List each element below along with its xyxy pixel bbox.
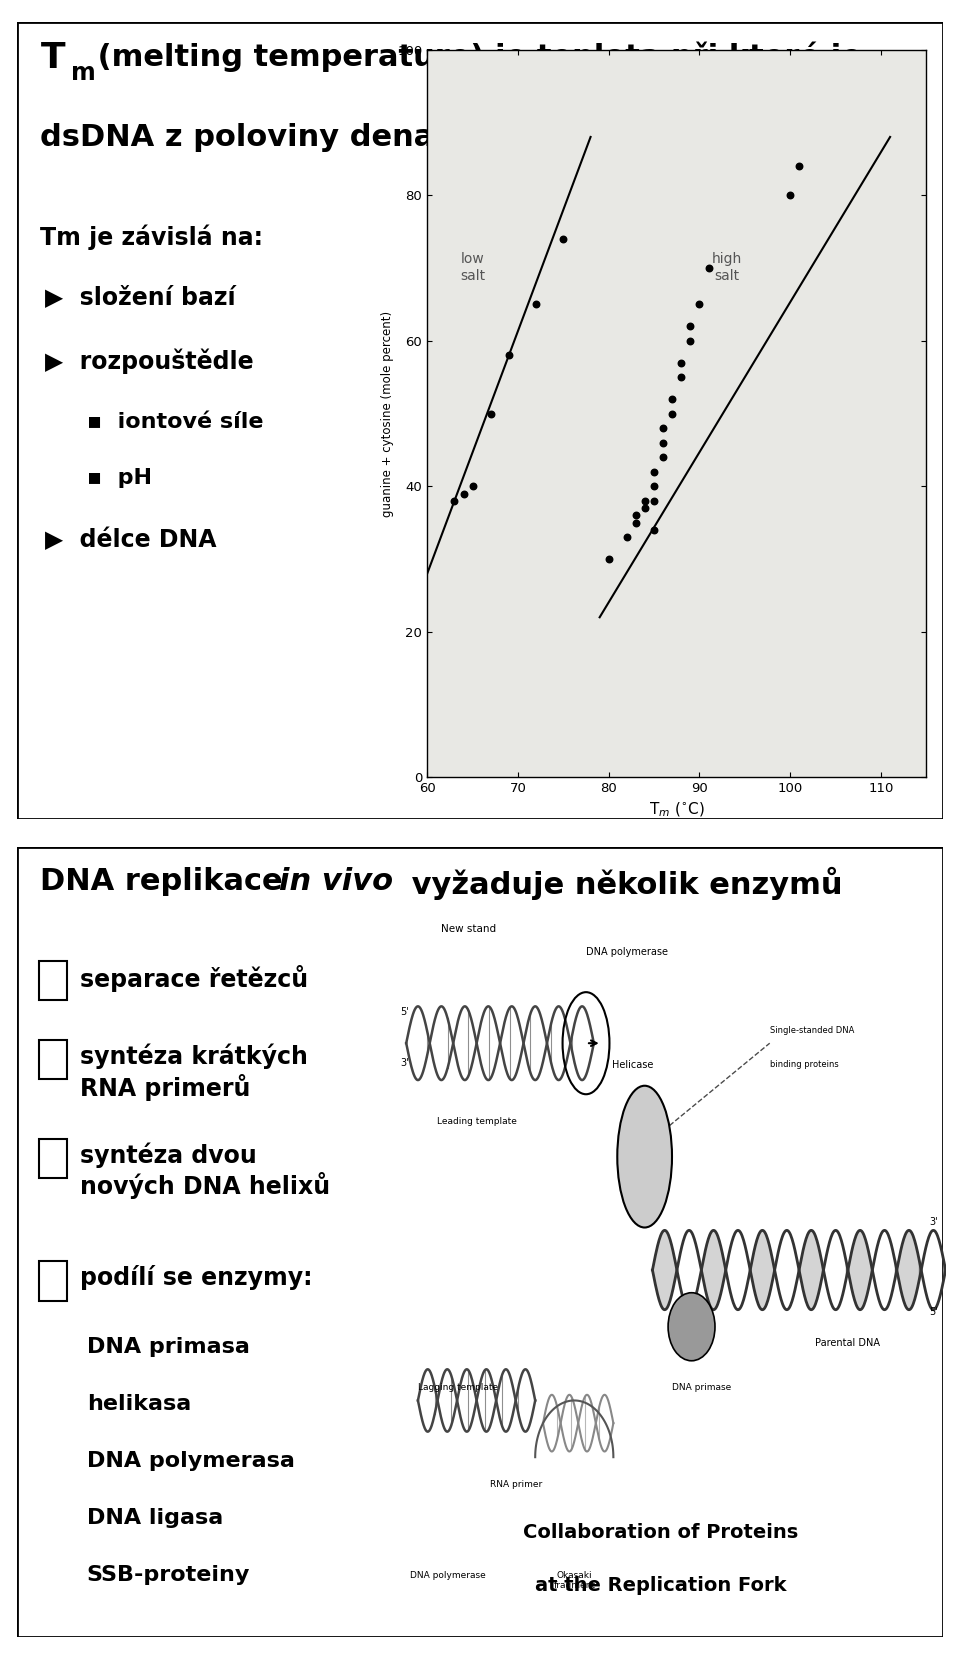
- Text: Parental DNA: Parental DNA: [815, 1338, 880, 1348]
- Text: dsDNA z poloviny denaturována: dsDNA z poloviny denaturována: [40, 121, 589, 152]
- Text: ▪  iontové síle: ▪ iontové síle: [86, 412, 263, 432]
- Point: [637, 488, 653, 514]
- Text: Lagging template: Lagging template: [418, 1383, 498, 1393]
- Point: [619, 524, 635, 551]
- Text: DNA ligasa: DNA ligasa: [86, 1508, 223, 1528]
- Text: ▶  složení bazí: ▶ složení bazí: [45, 284, 235, 309]
- Point: [692, 291, 708, 318]
- Text: (melting temperature) je teplota při které je: (melting temperature) je teplota při kte…: [86, 41, 861, 71]
- Point: [664, 385, 680, 412]
- Point: [646, 473, 661, 500]
- Text: low
salt: low salt: [460, 253, 485, 283]
- Text: DNA polymerase: DNA polymerase: [586, 946, 668, 956]
- FancyBboxPatch shape: [17, 847, 943, 1637]
- Point: [646, 458, 661, 485]
- Point: [501, 342, 516, 369]
- Point: [628, 509, 643, 536]
- Point: [528, 291, 543, 318]
- Text: syntéza dvou
nových DNA helixů: syntéza dvou nových DNA helixů: [81, 1143, 330, 1199]
- Point: [601, 546, 616, 572]
- Text: high
salt: high salt: [711, 253, 742, 283]
- Point: [446, 488, 462, 514]
- FancyBboxPatch shape: [39, 961, 67, 1001]
- Text: m: m: [71, 61, 96, 86]
- Point: [646, 516, 661, 543]
- Text: RNA primer: RNA primer: [490, 1480, 541, 1489]
- Text: vyžaduje několik enzymů: vyžaduje několik enzymů: [401, 867, 843, 900]
- Text: ▶  délce DNA: ▶ délce DNA: [45, 528, 217, 552]
- Point: [701, 255, 716, 281]
- Point: [637, 495, 653, 521]
- Point: [683, 313, 698, 339]
- Point: [556, 225, 571, 251]
- Text: 5': 5': [929, 1307, 938, 1317]
- Point: [646, 488, 661, 514]
- Y-axis label: guanine + cytosine (mole percent): guanine + cytosine (mole percent): [381, 311, 395, 516]
- Text: Okasaki
fragment: Okasaki fragment: [553, 1571, 595, 1589]
- Point: [656, 430, 671, 457]
- X-axis label: T$_{m}$ ($^{\circ}$C): T$_{m}$ ($^{\circ}$C): [649, 801, 705, 819]
- Point: [628, 503, 643, 529]
- Point: [674, 364, 689, 390]
- Point: [456, 480, 471, 506]
- Text: Single-standed DNA: Single-standed DNA: [770, 1025, 854, 1035]
- FancyBboxPatch shape: [39, 1260, 67, 1300]
- Text: separace řetězců: separace řetězců: [81, 964, 308, 992]
- Text: 3': 3': [929, 1217, 938, 1227]
- Text: at the Replication Fork: at the Replication Fork: [535, 1576, 786, 1594]
- Text: podílí se enzymy:: podílí se enzymy:: [81, 1265, 313, 1290]
- Point: [483, 400, 498, 427]
- Text: Collaboration of Proteins: Collaboration of Proteins: [523, 1523, 798, 1542]
- FancyBboxPatch shape: [17, 22, 943, 819]
- Point: [656, 415, 671, 442]
- Point: [465, 473, 480, 500]
- Text: Helicase: Helicase: [612, 1060, 654, 1070]
- Text: DNA primasa: DNA primasa: [86, 1336, 250, 1356]
- Text: DNA primase: DNA primase: [672, 1383, 732, 1393]
- Text: 3': 3': [400, 1059, 409, 1068]
- Text: binding proteins: binding proteins: [770, 1060, 838, 1068]
- Point: [664, 400, 680, 427]
- Point: [782, 182, 798, 208]
- Text: Leading template: Leading template: [438, 1116, 517, 1126]
- Point: [656, 443, 671, 470]
- Point: [674, 349, 689, 375]
- Text: DNA replikace: DNA replikace: [40, 867, 294, 895]
- Text: ▶  rozpouštědle: ▶ rozpouštědle: [45, 349, 253, 374]
- Text: ▪  pH: ▪ pH: [86, 468, 152, 488]
- Text: SSB-proteiny: SSB-proteiny: [86, 1565, 250, 1585]
- Text: helikasa: helikasa: [86, 1394, 191, 1414]
- Text: syntéza krátkých
RNA primerů: syntéza krátkých RNA primerů: [81, 1044, 308, 1100]
- Text: 5': 5': [400, 1007, 409, 1017]
- Ellipse shape: [617, 1085, 672, 1227]
- Text: Tm je závislá na:: Tm je závislá na:: [40, 225, 263, 250]
- Point: [683, 327, 698, 354]
- Text: DNA polymerasa: DNA polymerasa: [86, 1451, 295, 1470]
- Point: [792, 152, 807, 179]
- Ellipse shape: [668, 1293, 715, 1361]
- Text: New stand: New stand: [442, 925, 496, 935]
- FancyBboxPatch shape: [39, 1040, 67, 1080]
- FancyBboxPatch shape: [39, 1138, 67, 1178]
- Text: DNA polymerase: DNA polymerase: [410, 1571, 486, 1580]
- Text: T: T: [40, 41, 65, 76]
- Text: in vivo: in vivo: [279, 867, 394, 895]
